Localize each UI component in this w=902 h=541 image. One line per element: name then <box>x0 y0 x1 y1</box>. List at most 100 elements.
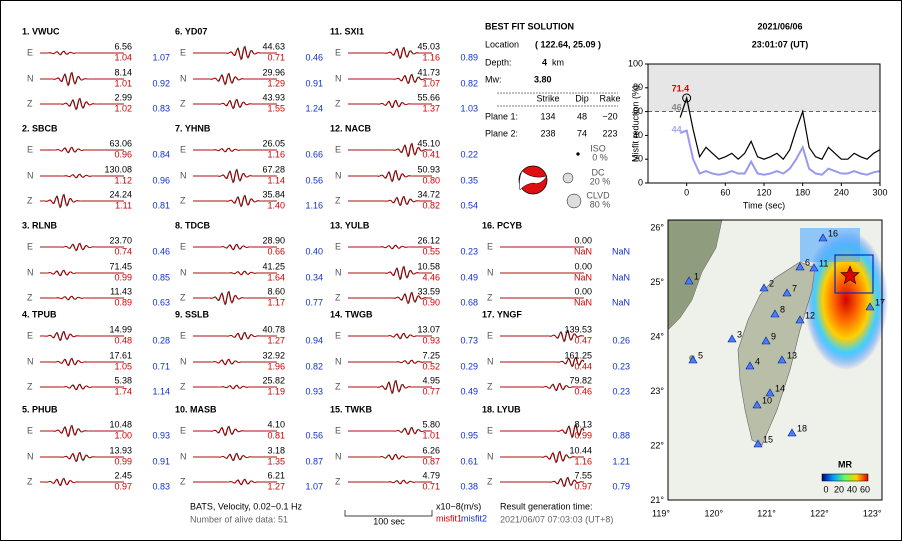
component: N <box>335 73 342 83</box>
station-number: 9 <box>771 331 776 341</box>
station-number: 3 <box>737 329 742 339</box>
lat-tick-label: 23° <box>650 386 664 396</box>
waveform-synthetic <box>193 244 277 250</box>
component: N <box>487 356 494 366</box>
amplitude: 28.90 <box>262 235 285 245</box>
column-header: Strike <box>536 93 559 103</box>
misfit2: 0.23 <box>612 386 630 396</box>
component: Z <box>487 292 493 302</box>
misfit2: 0.56 <box>305 430 323 440</box>
waveform-synthetic <box>40 358 124 366</box>
misfit1: 0.44 <box>574 361 592 371</box>
station-label: 16. PCYB <box>482 220 523 230</box>
station-label: 9. SSLB <box>175 309 210 319</box>
beachball-lobe <box>519 170 548 191</box>
station-number: 7 <box>792 283 797 293</box>
misfit2: 1.21 <box>612 456 630 466</box>
misfit2: 0.49 <box>460 272 478 282</box>
waveform-synthetic <box>348 244 432 250</box>
colorbar <box>821 473 869 482</box>
waveform-synthetic <box>500 330 585 342</box>
component: Z <box>487 381 493 391</box>
component: Z <box>335 195 341 205</box>
component: E <box>180 425 186 435</box>
component: E <box>27 330 33 340</box>
amplitude: 2.99 <box>114 92 132 102</box>
component: N <box>335 451 342 461</box>
misfit1: 0.41 <box>422 149 440 159</box>
misfit2: 0.22 <box>460 149 478 159</box>
peak-marker <box>682 93 692 103</box>
misfit1: 1.02 <box>114 103 132 113</box>
component: E <box>180 144 186 154</box>
component: E <box>27 47 33 57</box>
x-tick-label: 0 <box>684 187 689 197</box>
component: Z <box>180 195 186 205</box>
misfit2: 0.82 <box>460 78 478 88</box>
mainland <box>667 219 723 331</box>
station-label: 13. YULB <box>330 220 370 230</box>
amplitude: 63.06 <box>109 138 132 148</box>
component: N <box>487 451 494 461</box>
component-percent: 80 % <box>590 199 611 209</box>
component-icon <box>576 152 580 156</box>
plane-value: 223 <box>602 128 617 138</box>
misfit1: 0.96 <box>114 149 132 159</box>
plane-value: 238 <box>540 128 555 138</box>
plane-label: Plane 2: <box>485 128 518 138</box>
component: E <box>487 425 493 435</box>
y-tick-label: 0 <box>638 177 643 187</box>
amplitude: 71.45 <box>109 261 132 271</box>
component-percent: 0 % <box>592 152 608 162</box>
misfit1: 0.52 <box>422 361 440 371</box>
misfit1: NaN <box>574 272 592 282</box>
misfit2: 0.26 <box>612 335 630 345</box>
component-icon <box>566 193 582 209</box>
component: N <box>335 267 342 277</box>
waveform-synthetic <box>348 292 432 304</box>
station-marker <box>809 263 819 272</box>
component: Z <box>335 381 341 391</box>
lat-tick-label: 24° <box>650 331 664 341</box>
station-label: 7. YHNB <box>175 123 211 133</box>
misfit1: 4.46 <box>422 272 440 282</box>
waveform-synthetic <box>500 477 585 487</box>
footer-info: BATS, Velocity, 0.02~0.1 Hz <box>190 501 302 511</box>
waveform-synthetic <box>348 427 432 435</box>
amplitude: 43.93 <box>262 92 285 102</box>
amplitude: 11.43 <box>110 286 132 296</box>
amplitude: 45.03 <box>417 41 440 51</box>
lon-tick-label: 122° <box>810 508 829 518</box>
component-name: CLVD <box>586 190 610 200</box>
plane-value: −20 <box>602 111 617 121</box>
misfit2: 0.93 <box>305 386 323 396</box>
station-number: 13 <box>787 350 797 360</box>
misfit2: 0.38 <box>460 481 478 491</box>
misfit1: 0.99 <box>574 430 592 440</box>
column-header: Rake <box>599 93 620 103</box>
amplitude: 40.78 <box>262 324 285 334</box>
waveform-synthetic <box>348 333 432 339</box>
waveform-synthetic <box>40 243 124 251</box>
misfit2: 0.61 <box>460 456 478 466</box>
station-marker <box>761 336 771 345</box>
station-marker <box>752 400 762 409</box>
misfit1: 0.97 <box>114 481 132 491</box>
scale-bar <box>344 510 433 517</box>
component: N <box>27 267 34 277</box>
waveform-synthetic <box>40 478 124 486</box>
station-marker <box>770 309 780 318</box>
misfit-line <box>679 129 881 176</box>
misfit1: 1.40 <box>267 200 285 210</box>
amplitude: 17.61 <box>109 350 132 360</box>
misfit2: 0.56 <box>305 175 323 185</box>
waveform-synthetic <box>348 380 432 394</box>
component: E <box>335 425 341 435</box>
annotation: 46 <box>672 102 682 112</box>
amplitude: 5.80 <box>422 419 440 429</box>
component: E <box>27 241 33 251</box>
amplitude: 4.79 <box>422 470 440 480</box>
waveform-synthetic <box>500 424 585 438</box>
station-number: 14 <box>775 383 785 393</box>
misfit1: 1.16 <box>422 52 440 62</box>
